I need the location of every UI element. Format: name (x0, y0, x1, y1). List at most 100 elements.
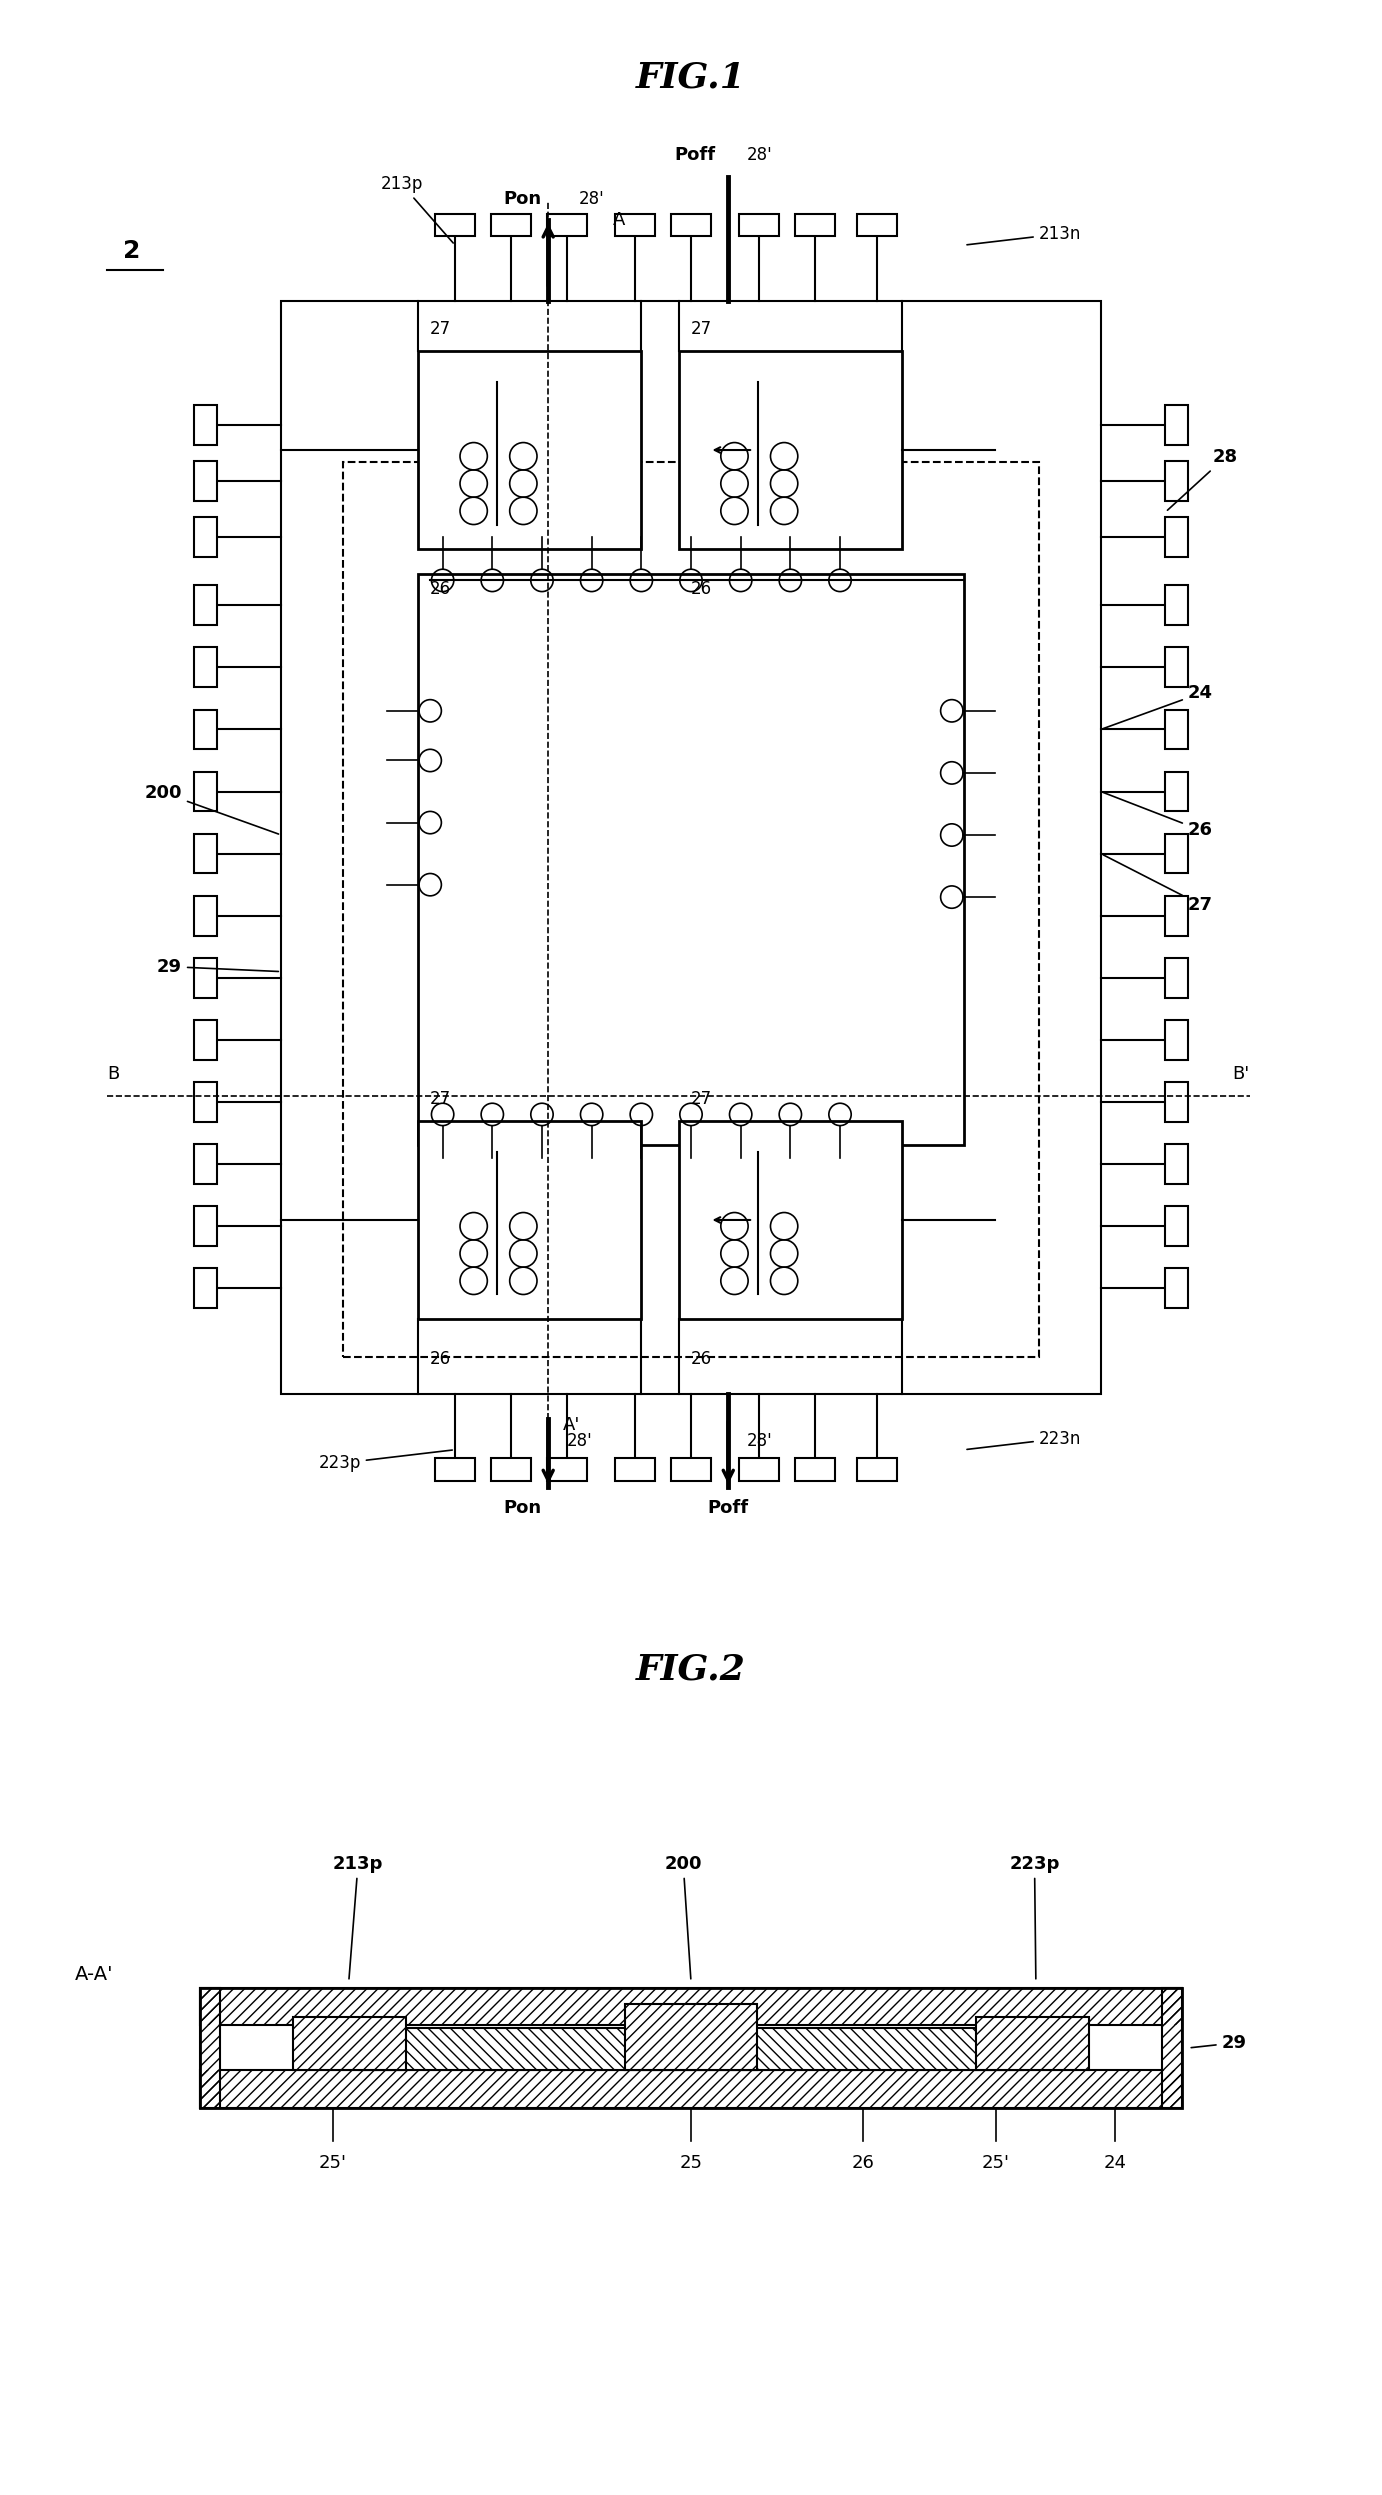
Text: 213p: 213p (333, 1854, 383, 1979)
Bar (1165, 649, 1187, 686)
Text: 223p: 223p (318, 1450, 452, 1472)
Bar (625, 2003, 757, 2071)
Bar (857, 1460, 897, 1480)
Bar (857, 215, 897, 237)
Bar (976, 2018, 1089, 2071)
Text: 213n: 213n (967, 225, 1081, 245)
Bar (417, 352, 641, 549)
Text: A-A': A-A' (75, 1966, 113, 1984)
Bar (625, 2003, 757, 2071)
Text: 27: 27 (1103, 856, 1213, 913)
Bar (1165, 958, 1187, 998)
Text: Poff: Poff (674, 147, 716, 165)
Text: 27: 27 (430, 319, 452, 339)
Text: Pon: Pon (504, 190, 542, 207)
Bar (195, 1020, 217, 1060)
Bar (547, 215, 587, 237)
Bar (293, 2018, 406, 2071)
Text: 200: 200 (145, 783, 279, 833)
Bar (293, 2018, 406, 2071)
Text: 26: 26 (430, 1350, 452, 1367)
Text: 29: 29 (158, 958, 278, 976)
Text: 27: 27 (691, 1090, 712, 1108)
Text: Pon: Pon (504, 1499, 542, 1517)
Text: A: A (612, 212, 625, 230)
Bar (417, 1120, 641, 1320)
Text: A': A' (562, 1415, 580, 1435)
Text: 223p: 223p (1009, 1854, 1060, 1979)
Text: 26: 26 (691, 1350, 712, 1367)
Text: FIG.1: FIG.1 (636, 60, 746, 95)
Text: 24: 24 (1104, 2153, 1126, 2173)
Text: 27: 27 (430, 1090, 452, 1108)
Bar (491, 215, 531, 237)
Bar (435, 215, 475, 237)
Text: 28': 28' (567, 1432, 593, 1450)
Bar (195, 404, 217, 444)
Bar (739, 215, 779, 237)
Bar (195, 586, 217, 626)
Bar (491, 1460, 531, 1480)
Text: 29: 29 (1191, 2033, 1247, 2051)
Bar (1165, 1083, 1187, 1123)
Text: 28': 28' (579, 190, 605, 207)
Bar (195, 1145, 217, 1185)
Bar (1165, 896, 1187, 936)
Bar (1165, 1020, 1187, 1060)
Text: 25': 25' (983, 2153, 1010, 2173)
Bar (200, 1989, 220, 2108)
Bar (1165, 1267, 1187, 1307)
Bar (1165, 1205, 1187, 1245)
Text: 25': 25' (319, 2153, 347, 2173)
Bar (679, 1120, 902, 1320)
Bar (739, 1460, 779, 1480)
Bar (672, 1460, 710, 1480)
Text: B': B' (1233, 1065, 1249, 1083)
Bar (195, 516, 217, 556)
Text: Poff: Poff (708, 1499, 749, 1517)
Bar (195, 958, 217, 998)
Bar (435, 1460, 475, 1480)
Bar (1165, 404, 1187, 444)
Bar (195, 709, 217, 748)
Text: 213p: 213p (380, 175, 453, 242)
Bar (417, 574, 965, 1145)
Bar (679, 352, 902, 549)
Bar (195, 833, 217, 873)
Bar (1165, 833, 1187, 873)
Bar (795, 215, 835, 237)
Text: 26: 26 (1103, 793, 1213, 838)
Bar (195, 771, 217, 811)
Bar (195, 462, 217, 501)
Bar (195, 896, 217, 936)
Bar (672, 215, 710, 237)
Text: 25: 25 (680, 2153, 702, 2173)
Bar (195, 1267, 217, 1307)
Bar (1165, 516, 1187, 556)
Bar (359, 2028, 1023, 2071)
Bar (1162, 1989, 1182, 2108)
Bar (200, 2071, 1182, 2108)
Bar (200, 2071, 1182, 2108)
Bar (200, 1989, 1182, 2108)
Bar (359, 2028, 1023, 2071)
Text: 27: 27 (691, 319, 712, 339)
Bar (195, 1083, 217, 1123)
Bar (281, 302, 1101, 1395)
Text: 2: 2 (123, 240, 141, 264)
Text: 28: 28 (1168, 449, 1238, 511)
Bar (1165, 771, 1187, 811)
Text: 223n: 223n (967, 1430, 1081, 1450)
Text: 26: 26 (851, 2153, 875, 2173)
Text: FIG.2: FIG.2 (636, 1652, 746, 1687)
Bar (1162, 1989, 1182, 2108)
Text: B: B (108, 1065, 120, 1083)
Bar (1165, 462, 1187, 501)
Text: 28': 28' (746, 147, 773, 165)
Bar (200, 1989, 1182, 2026)
Bar (615, 1460, 655, 1480)
Text: 200: 200 (665, 1854, 702, 1979)
Bar (795, 1460, 835, 1480)
Text: 26: 26 (691, 581, 712, 599)
Bar (1165, 709, 1187, 748)
